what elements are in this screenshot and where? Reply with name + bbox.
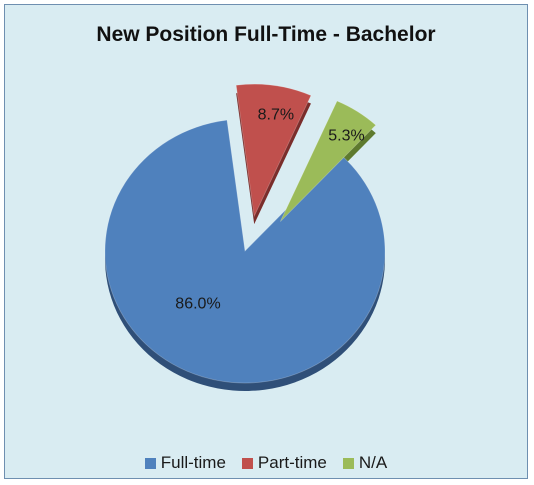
legend-swatch-part-time	[241, 457, 253, 469]
legend-swatch-na	[342, 457, 354, 469]
legend: Full-time Part-time N/A	[5, 453, 527, 473]
legend-entry-na: N/A	[342, 453, 388, 473]
legend-label-na: N/A	[358, 453, 388, 472]
legend-entry-full-time: Full-time	[144, 453, 226, 473]
chart-title: New Position Full-Time - Bachelor	[96, 23, 436, 46]
data-label-part-time: 8.7%	[258, 106, 294, 123]
legend-swatch-full-time	[144, 457, 156, 469]
legend-label-part-time: Part-time	[257, 453, 327, 472]
pie-slice-n-a	[279, 100, 377, 222]
chart-area: New Position Full-Time - Bachelor 86.0% 8…	[4, 4, 528, 479]
legend-label-full-time: Full-time	[160, 453, 226, 472]
pie-slice-part-time	[235, 83, 312, 218]
pie-slice-full-time	[104, 119, 386, 384]
legend-entry-part-time: Part-time	[241, 453, 327, 473]
pie-chart: 86.0% 8.7% 5.3%	[104, 83, 386, 392]
data-label-full-time: 86.0%	[175, 296, 220, 313]
data-label-n-a: 5.3%	[328, 128, 364, 145]
